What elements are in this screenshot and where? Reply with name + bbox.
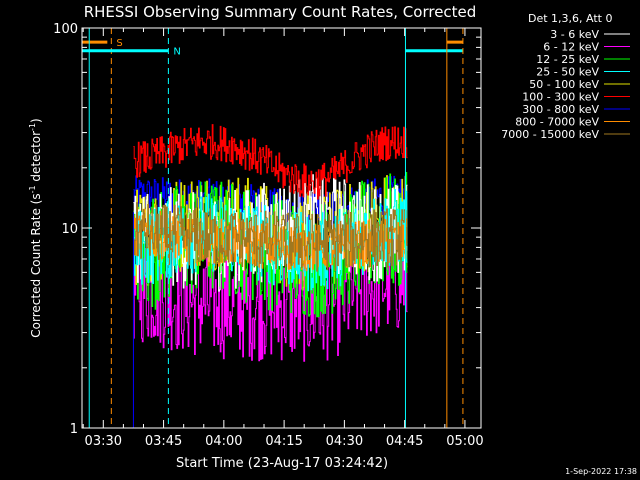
x-tick-label: 04:30 xyxy=(326,434,363,449)
legend-label: 3 - 6 keV xyxy=(550,28,599,41)
x-tick-label: 05:00 xyxy=(446,434,483,449)
legend-label: 800 - 7000 keV xyxy=(515,116,599,129)
series-line xyxy=(133,202,408,272)
marker-label: N xyxy=(173,47,180,58)
x-tick-label: 04:00 xyxy=(205,434,242,449)
legend-label: 7000 - 15000 keV xyxy=(501,128,599,141)
x-tick-label: 04:15 xyxy=(265,434,302,449)
chart-title: RHESSI Observing Summary Count Rates, Co… xyxy=(84,3,477,21)
x-tick-label: 04:45 xyxy=(386,434,423,449)
y-axis-label-mid: detector xyxy=(29,131,43,186)
y-axis-label-sup1: -1 xyxy=(28,185,37,193)
legend-label: 12 - 25 keV xyxy=(536,53,599,66)
y-tick-label: 100 xyxy=(53,22,78,37)
legend-label: 50 - 100 keV xyxy=(529,78,599,91)
x-tick-label: 03:30 xyxy=(85,434,122,449)
series-line xyxy=(133,124,408,200)
timestamp: 1-Sep-2022 17:38 xyxy=(565,467,637,476)
x-axis: 03:30 03:45 04:00 04:15 04:30 04:45 05:00 xyxy=(82,28,484,449)
legend-label: 6 - 12 keV xyxy=(543,41,599,54)
y-axis: 1 10 100 xyxy=(53,22,481,437)
x-tick-label: 03:45 xyxy=(145,434,182,449)
legend-label: 300 - 800 keV xyxy=(522,103,599,116)
y-axis-label-main: Corrected Count Rate (s xyxy=(29,193,43,337)
y-tick-label: 10 xyxy=(61,222,78,237)
y-axis-label-sup2: -1 xyxy=(28,123,37,131)
y-axis-label-end: ) xyxy=(29,118,43,123)
legend-title: Det 1,3,6, Att 0 xyxy=(528,12,612,25)
series-layer xyxy=(132,124,408,428)
marker-label: S xyxy=(116,38,122,49)
x-axis-label: Start Time (23-Aug-17 03:24:42) xyxy=(176,456,388,471)
y-axis-label: Corrected Count Rate (s-1 detector-1) xyxy=(28,118,43,337)
legend-label: 100 - 300 keV xyxy=(522,91,599,104)
y-tick-label: 1 xyxy=(70,422,78,437)
legend-label: 25 - 50 keV xyxy=(536,66,599,79)
